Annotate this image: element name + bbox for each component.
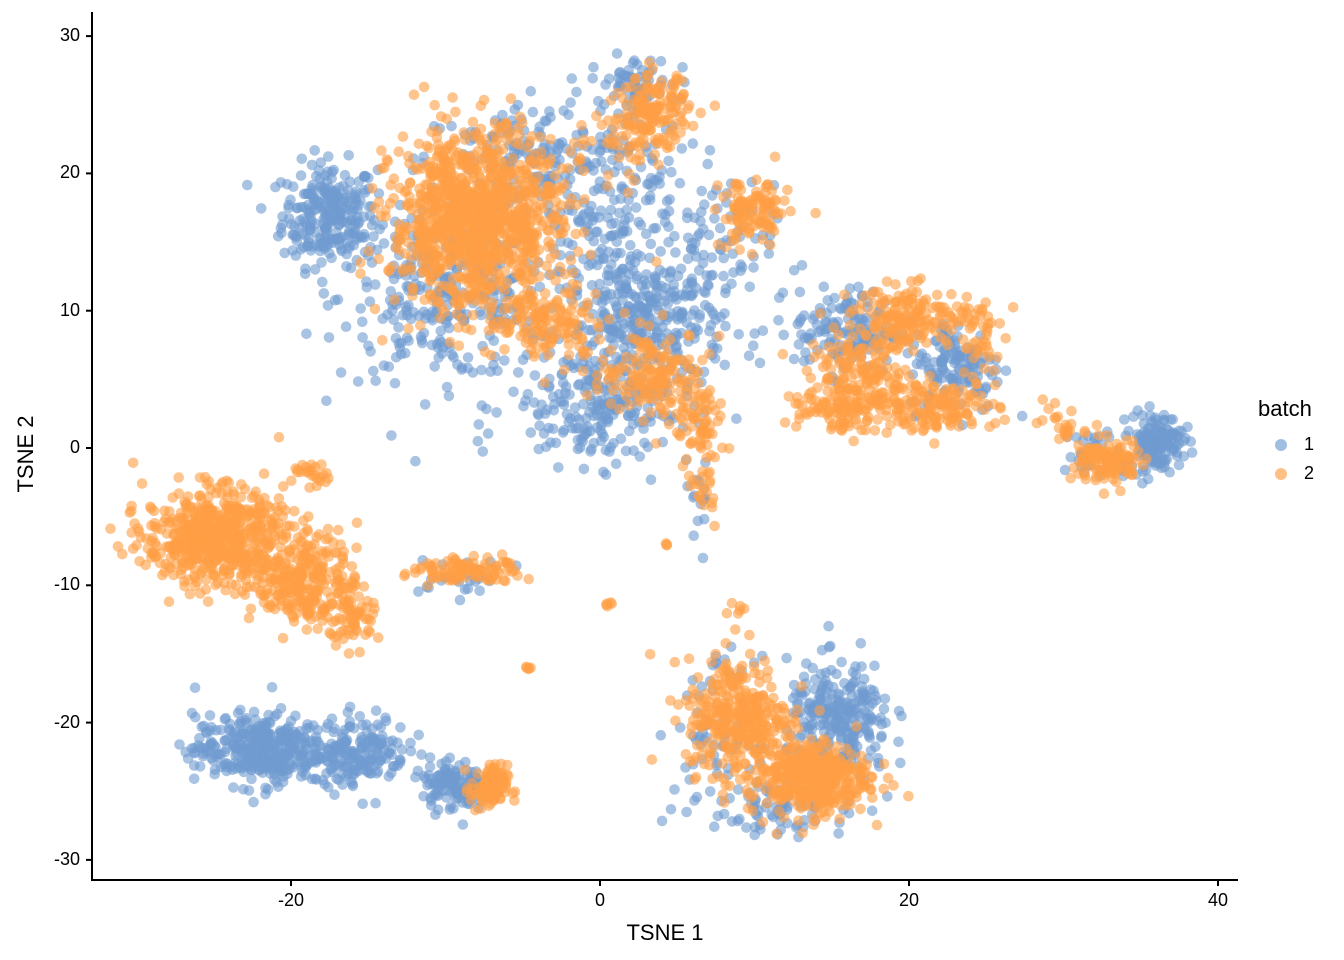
y-tick-label: 20 [59, 162, 80, 183]
y-axis-ticks [86, 35, 92, 861]
x-tick-label: 40 [1207, 890, 1229, 910]
y-tick-label: -10 [53, 574, 80, 595]
x-tick-label: 20 [898, 890, 920, 910]
legend-swatch-icon [1275, 438, 1287, 451]
x-axis-title: TSNE 1 [626, 920, 704, 945]
legend-label: 1 [1304, 434, 1315, 454]
y-tick-label: 0 [69, 437, 80, 457]
data-points [105, 48, 1198, 843]
y-axis-title: TSNE 2 [13, 415, 38, 493]
legend-title: batch [1258, 396, 1312, 421]
y-tick-label: -20 [53, 711, 80, 732]
y-tick-label: 10 [59, 299, 80, 320]
x-axis-ticks [290, 880, 1219, 886]
x-tick-label: -20 [277, 890, 304, 910]
y-tick-label: 30 [59, 25, 80, 46]
y-tick-label: -30 [53, 848, 80, 869]
legend-label: 2 [1304, 463, 1315, 483]
legend: batch 1 2 [1258, 396, 1314, 488]
x-tick-label: 0 [594, 890, 605, 910]
legend-swatch-icon [1275, 467, 1287, 480]
legend-item-batch-2: 2 [1258, 459, 1314, 488]
legend-item-batch-1: 1 [1258, 430, 1314, 459]
